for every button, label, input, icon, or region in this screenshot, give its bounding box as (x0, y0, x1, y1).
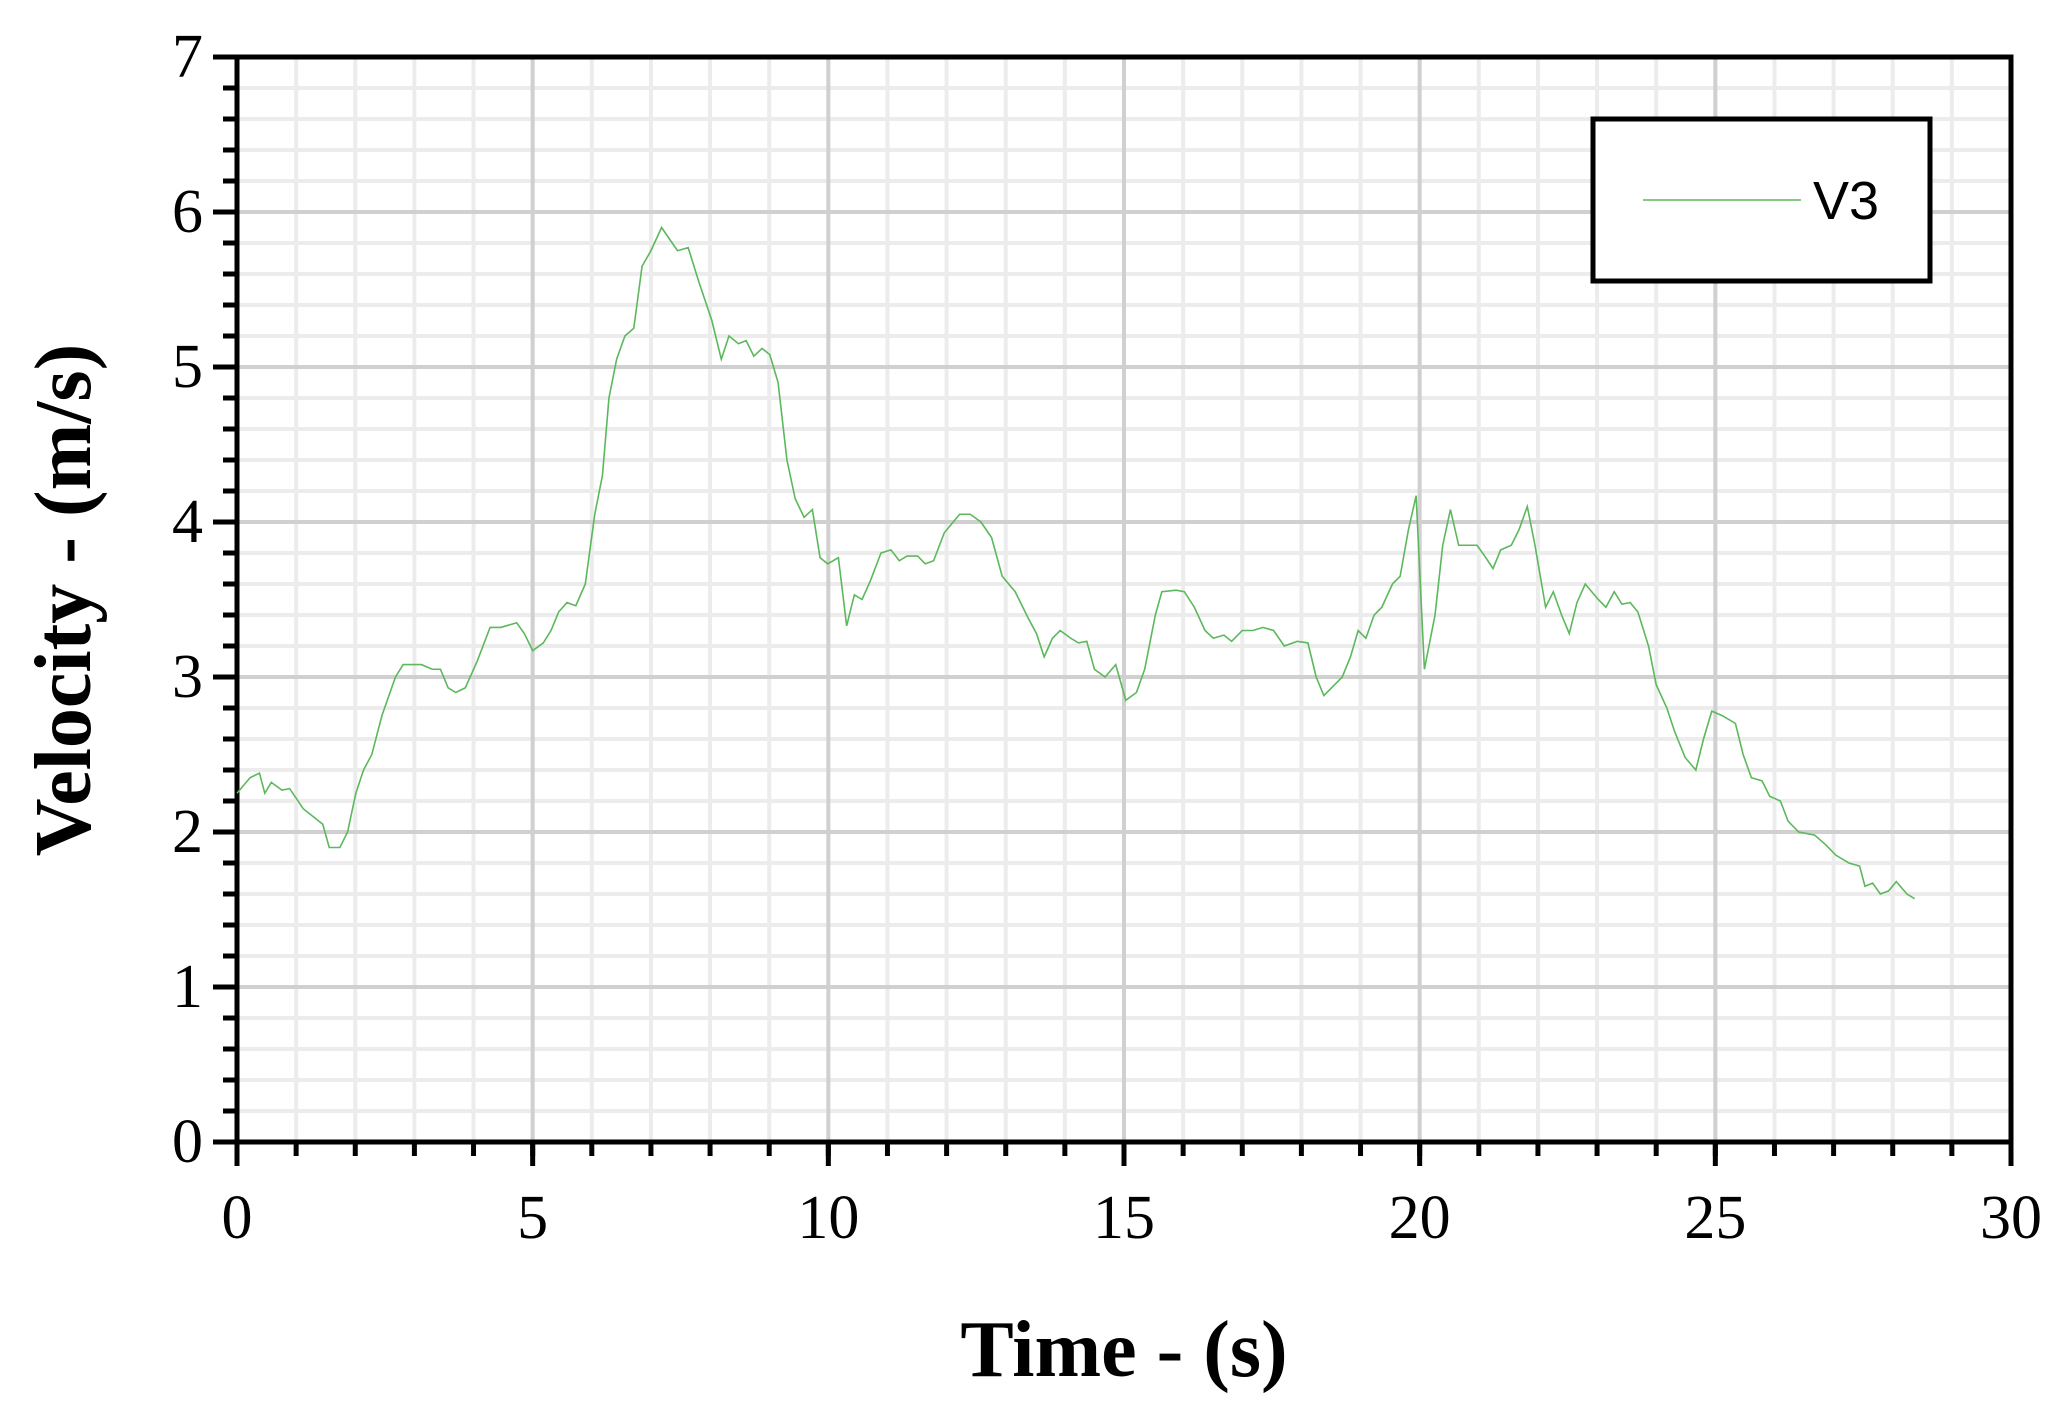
x-tick-label: 15 (1093, 1184, 1155, 1252)
y-tick-label: 0 (172, 1108, 203, 1176)
plot-frame (234, 54, 2014, 1145)
x-axis-title: Time - (s) (960, 1306, 1287, 1394)
x-tick-label: 25 (1684, 1184, 1746, 1252)
y-axis-title: Velocity - (m/s) (20, 344, 108, 856)
y-tick-label: 4 (172, 488, 203, 556)
data-line (236, 225, 1916, 900)
x-tick-label: 10 (797, 1184, 859, 1252)
x-tick-label: 5 (517, 1184, 548, 1252)
y-tick-label: 2 (172, 798, 203, 866)
y-tick-label: 1 (172, 953, 203, 1021)
legend-label: V3 (1813, 171, 1879, 231)
x-tick-label: 20 (1389, 1184, 1451, 1252)
y-tick-label: 3 (172, 643, 203, 711)
x-tick-label: 30 (1980, 1184, 2042, 1252)
y-tick-label: 6 (172, 178, 203, 246)
y-tick-label: 5 (172, 333, 203, 401)
y-tick-label: 7 (172, 23, 203, 91)
x-tick-label: 0 (222, 1184, 253, 1252)
